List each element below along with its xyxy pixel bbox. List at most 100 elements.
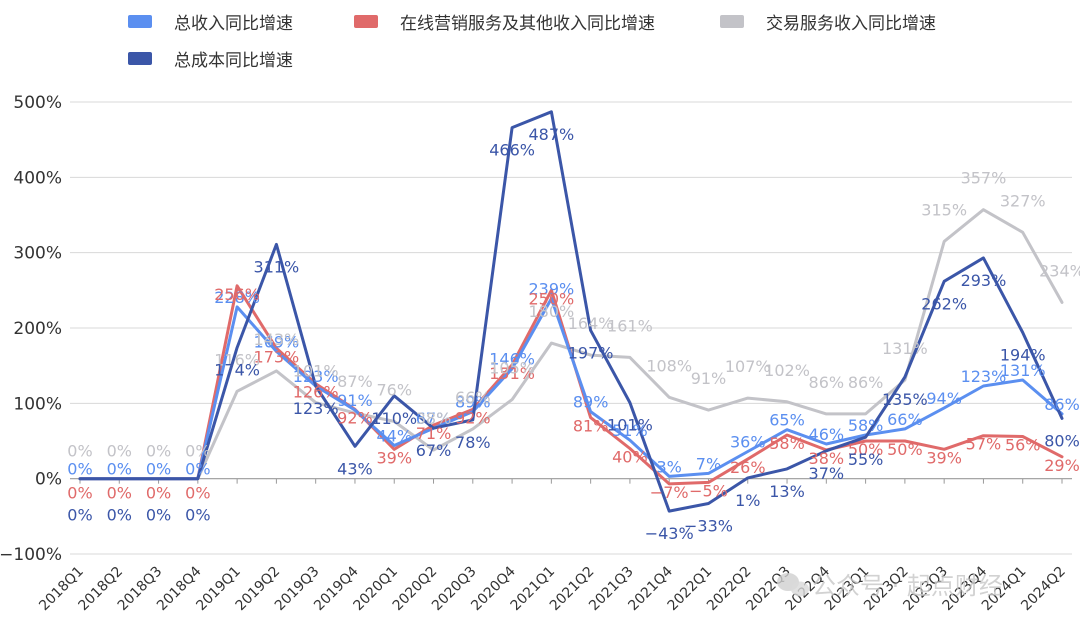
watermark: 公众号 · 起点财经 xyxy=(777,572,1003,600)
data-label-s1-4: 256% xyxy=(214,285,260,304)
y-tick-label: 100% xyxy=(13,394,62,414)
data-label-s3-20: 55% xyxy=(848,450,884,469)
data-label-s1-5: 173% xyxy=(254,347,300,366)
series-line-3[interactable] xyxy=(78,110,1064,513)
data-label-s3-7: 43% xyxy=(337,459,373,478)
data-label-s1-10: 92% xyxy=(455,408,491,427)
data-label-s0-6: 123% xyxy=(293,367,339,386)
data-label-s1-16: −5% xyxy=(689,481,728,500)
data-label-s3-6: 123% xyxy=(293,399,339,418)
data-label-s2-19: 86% xyxy=(809,373,845,392)
data-label-s3-11: 466% xyxy=(489,141,535,160)
data-label-s2-15: 108% xyxy=(646,356,692,375)
y-tick-label: 400% xyxy=(13,168,62,188)
y-axis: −100% 0% 100% 200% 300% 400% 500% xyxy=(0,93,62,565)
data-label-s0-24: 131% xyxy=(1000,361,1046,380)
data-label-s2-17: 107% xyxy=(725,357,771,376)
data-label-s1-25: 29% xyxy=(1044,456,1080,475)
data-label-s1-22: 39% xyxy=(926,448,962,467)
data-label-s1-0: 0% xyxy=(67,484,92,503)
legend-item-0[interactable]: 总收入同比增速 xyxy=(128,14,293,34)
legend-label: 总收入同比增速 xyxy=(174,14,293,34)
data-label-s1-12: 250% xyxy=(528,289,574,308)
data-label-s3-9: 67% xyxy=(416,441,452,460)
y-tick-label: 0% xyxy=(35,470,62,490)
data-label-s3-12: 487% xyxy=(528,125,574,144)
data-label-s0-0: 0% xyxy=(67,460,92,479)
data-label-s2-21: 131% xyxy=(882,339,928,358)
data-label-s0-23: 123% xyxy=(961,367,1007,386)
legend-swatch xyxy=(354,15,378,28)
data-label-s3-24: 194% xyxy=(1000,346,1046,365)
data-label-s1-20: 50% xyxy=(848,440,884,459)
data-label-s2-3: 0% xyxy=(185,442,210,461)
data-label-s3-8: 110% xyxy=(371,409,417,428)
data-label-s0-18: 65% xyxy=(769,411,805,430)
legend-item-2[interactable]: 交易服务收入同比增速 xyxy=(720,14,936,34)
data-label-s2-2: 0% xyxy=(146,442,171,461)
legend-label: 在线营销服务及其他收入同比增速 xyxy=(400,14,655,34)
data-label-s2-12: 180% xyxy=(528,302,574,321)
data-label-s3-0: 0% xyxy=(67,506,92,525)
data-label-s2-22: 315% xyxy=(921,200,967,219)
data-label-s1-18: 58% xyxy=(769,434,805,453)
data-label-s2-16: 91% xyxy=(691,369,727,388)
data-label-s1-24: 56% xyxy=(1005,435,1041,454)
data-label-s1-9: 71% xyxy=(416,424,452,443)
legend-swatch xyxy=(128,52,152,65)
legend-label: 总成本同比增速 xyxy=(174,51,293,71)
data-label-s2-18: 102% xyxy=(764,361,810,380)
data-label-s1-8: 39% xyxy=(376,448,412,467)
data-label-s2-5: 143% xyxy=(254,330,300,349)
data-label-s1-15: −7% xyxy=(650,483,689,502)
data-label-s3-15: −43% xyxy=(645,524,694,543)
data-label-s0-4: 228% xyxy=(214,288,260,307)
data-label-s0-12: 239% xyxy=(528,280,574,299)
data-label-s2-9: 38% xyxy=(416,409,452,428)
data-label-s0-2: 0% xyxy=(146,460,171,479)
data-label-s2-24: 327% xyxy=(1000,191,1046,210)
data-label-s0-3: 0% xyxy=(185,460,210,479)
data-label-s1-17: 26% xyxy=(730,458,766,477)
data-label-s2-7: 87% xyxy=(337,372,373,391)
data-label-s0-13: 89% xyxy=(573,393,609,412)
data-label-s1-6: 126% xyxy=(293,383,339,402)
data-label-s0-7: 91% xyxy=(337,391,373,410)
y-tick-label: −100% xyxy=(0,545,62,565)
data-label-s3-4: 174% xyxy=(214,361,260,380)
data-label-s2-14: 161% xyxy=(607,316,653,335)
legend-item-1[interactable]: 在线营销服务及其他收入同比增速 xyxy=(354,14,655,34)
data-label-s3-21: 135% xyxy=(882,390,928,409)
data-label-s2-25: 234% xyxy=(1039,261,1080,280)
y-tick-label: 200% xyxy=(13,319,62,339)
data-label-s3-19: 37% xyxy=(809,464,845,483)
data-label-s1-11: 151% xyxy=(489,364,535,383)
data-label-s1-1: 0% xyxy=(107,484,132,503)
legend-swatch xyxy=(720,15,744,28)
legend-item-3[interactable]: 总成本同比增速 xyxy=(128,51,293,71)
y-tick-label: 300% xyxy=(13,244,62,264)
data-label-s1-2: 0% xyxy=(146,484,171,503)
data-label-s3-18: 13% xyxy=(769,482,805,501)
data-label-s2-20: 86% xyxy=(848,373,884,392)
data-label-s2-11: 105% xyxy=(489,359,535,378)
y-tick-label: 500% xyxy=(13,93,62,113)
series-line-0[interactable] xyxy=(78,297,1064,481)
data-label-s0-11: 146% xyxy=(489,350,535,369)
series-layer xyxy=(78,110,1064,513)
data-label-s0-25: 86% xyxy=(1044,395,1080,414)
data-label-s2-23: 357% xyxy=(961,169,1007,188)
data-label-s1-23: 57% xyxy=(966,435,1002,454)
data-label-s0-9: 67% xyxy=(416,409,452,428)
data-label-s0-22: 94% xyxy=(926,389,962,408)
data-label-s0-20: 58% xyxy=(848,416,884,435)
data-label-s3-3: 0% xyxy=(185,506,210,525)
data-label-s1-19: 38% xyxy=(809,449,845,468)
data-label-s1-13: 81% xyxy=(573,417,609,436)
data-label-s3-2: 0% xyxy=(146,506,171,525)
wechat-icon xyxy=(777,573,809,597)
data-label-s0-16: 7% xyxy=(696,454,721,473)
